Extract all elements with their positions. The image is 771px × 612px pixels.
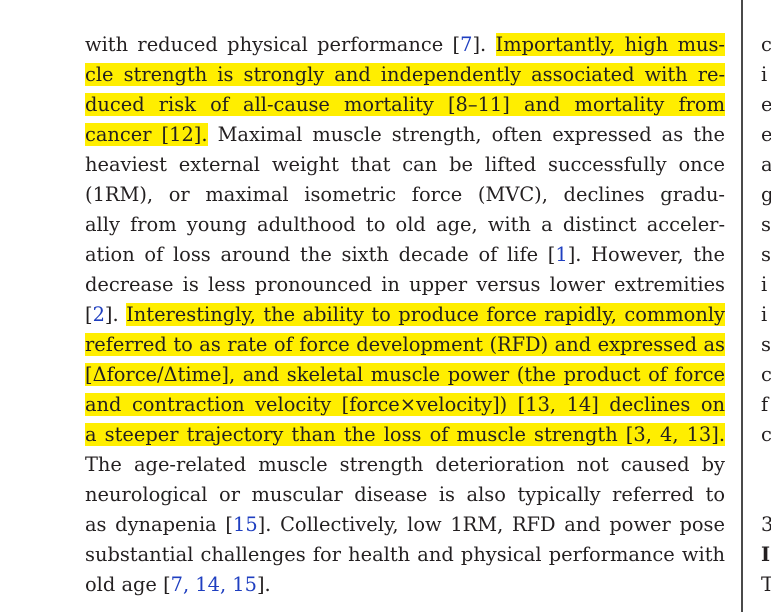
- clipped-text-fragment: e: [761, 123, 771, 146]
- clipped-text-fragment: s: [761, 213, 771, 236]
- text-line: neurological or muscular disease is also…: [85, 480, 725, 510]
- body-text: ation of loss around the sixth decade of…: [85, 243, 556, 266]
- clipped-text-fragment: [761, 450, 771, 480]
- text-line: [2]. Interestingly, the ability to produ…: [85, 300, 725, 330]
- clipped-text-fragment: c: [761, 363, 771, 386]
- citation-link[interactable]: 7: [460, 33, 473, 56]
- text-line: ation of loss around the sixth decade of…: [85, 240, 725, 270]
- clipped-text-fragment: c: [761, 33, 771, 56]
- text-line: as dynapenia [15]. Collectively, low 1RM…: [85, 510, 725, 540]
- clipped-text-fragment: a: [761, 153, 771, 176]
- body-text: (1RM), or maximal isometric force (MVC),…: [85, 183, 725, 206]
- main-text-column: with reduced physical performance [7]. I…: [85, 30, 725, 600]
- text-line: decrease is less pronounced in upper ver…: [85, 270, 725, 300]
- highlighted-text: and contraction velocity [force×velocity…: [85, 393, 725, 416]
- highlighted-text: referred to as rate of force development…: [85, 333, 725, 356]
- body-text: substantial challenges for health and ph…: [85, 543, 725, 566]
- text-line: referred to as rate of force development…: [85, 330, 725, 360]
- highlighted-text: [Δforce/Δtime], and skeletal muscle powe…: [85, 363, 725, 386]
- highlighted-text: a steeper trajectory than the loss of mu…: [85, 423, 725, 446]
- body-text: old age [: [85, 573, 171, 596]
- body-text: ]. However, the: [567, 243, 725, 266]
- body-text: decrease is less pronounced in upper ver…: [85, 273, 725, 296]
- text-line: old age [7, 14, 15].: [85, 570, 725, 600]
- highlighted-text: cancer [12].: [85, 123, 208, 146]
- body-text: with reduced physical performance: [85, 33, 453, 56]
- text-line: cancer [12]. Maximal muscle strength, of…: [85, 120, 725, 150]
- body-text: The age-related muscle strength deterior…: [85, 453, 725, 476]
- clipped-text-fragment: c: [761, 423, 771, 446]
- clipped-text-fragment: i: [761, 63, 768, 86]
- clipped-text-fragment: e: [761, 93, 771, 116]
- text-line: The age-related muscle strength deterior…: [85, 450, 725, 480]
- text-line: with reduced physical performance [7]. I…: [85, 30, 725, 60]
- clipped-text-fragment: s: [761, 333, 771, 356]
- clipped-text-fragment: g: [761, 183, 771, 206]
- body-text: ]. Collectively, low 1RM, RFD and power …: [257, 513, 725, 536]
- clipped-text-fragment: I: [761, 543, 771, 566]
- clipped-text-fragment: i: [761, 273, 768, 296]
- highlighted-text: Importantly, high mus-: [495, 33, 725, 56]
- body-text: ].: [256, 573, 271, 596]
- clipped-text-fragment: T: [761, 573, 771, 596]
- body-text: ].: [472, 33, 496, 56]
- clipped-text-fragment: 3: [761, 513, 771, 536]
- body-text: heaviest external weight that can be lif…: [85, 153, 725, 176]
- highlighted-text: Interestingly, the ability to produce fo…: [126, 303, 725, 326]
- clipped-text-fragment: [761, 480, 771, 510]
- clipped-text-fragment: f: [761, 393, 769, 416]
- citation-link[interactable]: 15: [232, 513, 258, 536]
- text-line: duced risk of all-cause mortality [8–11]…: [85, 90, 725, 120]
- body-text: ally from young adulthood to old age, wi…: [85, 213, 725, 236]
- text-line: [Δforce/Δtime], and skeletal muscle powe…: [85, 360, 725, 390]
- text-line: heaviest external weight that can be lif…: [85, 150, 725, 180]
- body-text: [: [85, 303, 93, 326]
- highlighted-text: duced risk of all-cause mortality [8–11]…: [85, 93, 725, 116]
- text-line: substantial challenges for health and ph…: [85, 540, 725, 570]
- citation-link[interactable]: 1: [555, 243, 568, 266]
- citation-link[interactable]: 7, 14, 15: [170, 573, 257, 596]
- body-text: ].: [104, 303, 127, 326]
- text-line: ally from young adulthood to old age, wi…: [85, 210, 725, 240]
- text-line: cle strength is strongly and independent…: [85, 60, 725, 90]
- highlighted-text: cle strength is strongly and independent…: [85, 63, 725, 86]
- text-line: and contraction velocity [force×velocity…: [85, 390, 725, 420]
- column-divider: [741, 0, 743, 612]
- citation-link[interactable]: 2: [92, 303, 105, 326]
- clipped-text-fragment: s: [761, 243, 771, 266]
- body-text: as dynapenia [: [85, 513, 233, 536]
- clipped-text-fragment: i: [761, 303, 768, 326]
- body-text: Maximal muscle strength, often expressed…: [207, 123, 725, 146]
- text-line: (1RM), or maximal isometric force (MVC),…: [85, 180, 725, 210]
- body-text: neurological or muscular disease is also…: [85, 483, 725, 506]
- text-line: a steeper trajectory than the loss of mu…: [85, 420, 725, 450]
- body-text: [: [452, 33, 461, 56]
